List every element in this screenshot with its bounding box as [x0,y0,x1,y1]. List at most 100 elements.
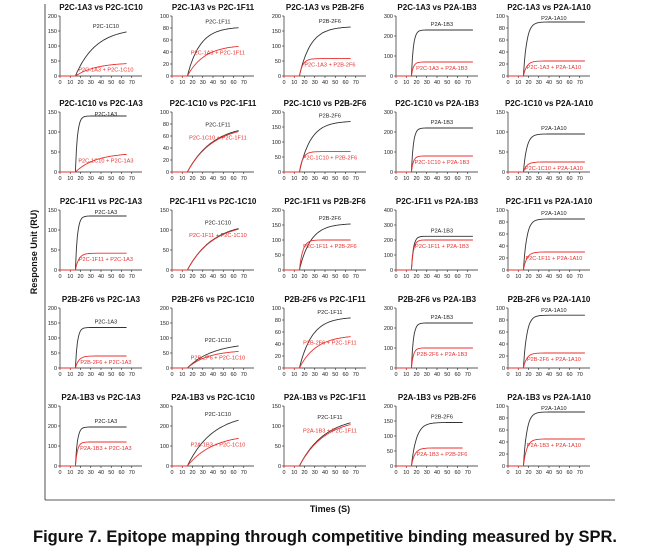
x-tick-label: 60 [454,80,460,86]
x-tick-label: 70 [129,470,135,476]
y-tick-label: 100 [384,54,393,60]
x-tick-label: 30 [536,274,542,280]
x-tick-label: 40 [546,470,552,476]
x-tick-label: 20 [77,274,83,280]
y-tick-label: 150 [48,208,57,214]
x-tick-label: 30 [88,176,94,182]
x-tick-label: 0 [58,372,61,378]
series-line-single [396,235,473,271]
x-tick-label: 0 [506,372,509,378]
panel-20: P2B-2F6 vs P2A-1A10 0 20 40 60 80 100 0 10 20 30 40… [496,295,591,378]
x-tick-label: 30 [312,372,318,378]
x-tick-label: 10 [403,470,409,476]
x-tick-label: 40 [322,176,328,182]
series-label: P2B-2F6 + P2C-1F11 [303,341,357,347]
x-tick-label: 70 [577,80,583,86]
y-tick-label: 100 [496,208,505,214]
x-tick-label: 60 [118,176,124,182]
y-tick-label: 50 [51,150,57,156]
x-tick-label: 20 [525,372,531,378]
series-label: P2A-1B3 [431,22,453,28]
y-tick-label: 0 [166,170,169,176]
x-tick-label: 70 [465,176,471,182]
panel-8: P2C-1C10 vs P2B-2F6 0 50 100 150 200 0 10 20 30 40… [272,99,367,182]
panel-title: P2C-1A3 vs P2A-1A10 [507,3,591,12]
series-line-competition [172,131,239,173]
x-tick-label: 70 [465,274,471,280]
series-line-competition [60,355,127,369]
panel-3: P2C-1A3 vs P2B-2F6 0 50 100 150 200 0 10 20 30 40 5… [272,3,366,86]
x-tick-label: 30 [536,176,542,182]
y-tick-label: 100 [272,140,281,146]
x-tick-label: 70 [241,372,247,378]
x-tick-label: 50 [444,274,450,280]
x-tick-label: 50 [556,274,562,280]
panel-title: P2B-2F6 vs P2C-1F11 [284,295,366,304]
y-tick-label: 0 [502,268,505,274]
y-tick-label: 200 [48,14,57,20]
y-tick-label: 0 [278,464,281,470]
y-tick-label: 100 [384,253,393,259]
x-tick-label: 20 [413,470,419,476]
x-tick-label: 50 [332,176,338,182]
series-label: P2C-1F11 [205,122,230,128]
panel-6: P2C-1C10 vs P2C-1A3 0 50 100 150 0 10 20 30 40 50 6… [48,99,144,182]
x-tick-label: 60 [118,274,124,280]
y-tick-label: 0 [502,464,505,470]
x-tick-label: 20 [301,372,307,378]
panel-title: P2C-1C10 vs P2C-1A3 [59,99,143,108]
x-tick-label: 50 [444,80,450,86]
y-tick-label: 200 [272,208,281,214]
y-tick-label: 0 [166,268,169,274]
y-axis-title: Response Unit (RU) [29,210,39,295]
y-tick-label: 300 [384,223,393,229]
x-tick-label: 0 [506,470,509,476]
y-tick-label: 40 [163,50,169,56]
series-line-competition [396,347,473,369]
y-tick-label: 100 [160,14,169,20]
x-tick-label: 40 [434,470,440,476]
y-tick-label: 60 [275,330,281,336]
panel-title: P2B-2F6 vs P2A-1B3 [398,295,477,304]
series-label: P2C-1C10 + P2C-1A3 [78,158,133,164]
series-label: P2B-2F6 + P2C-1C10 [191,355,246,361]
y-tick-label: 40 [499,50,505,56]
panel-title: P2A-1B3 vs P2C-1C10 [171,393,255,402]
x-tick-label: 60 [454,372,460,378]
x-axis-title: Times (S) [310,504,350,514]
x-tick-label: 10 [403,372,409,378]
y-tick-label: 0 [54,366,57,372]
y-tick-label: 150 [496,110,505,116]
series-line-competition [508,60,585,77]
x-tick-label: 30 [88,274,94,280]
x-tick-label: 70 [241,274,247,280]
x-tick-label: 70 [577,470,583,476]
y-tick-label: 0 [502,366,505,372]
x-tick-label: 60 [342,274,348,280]
x-tick-label: 10 [67,80,73,86]
x-tick-label: 10 [515,372,521,378]
y-tick-label: 150 [384,419,393,425]
x-tick-label: 50 [220,274,226,280]
series-label: P2A-1A10 [541,308,567,314]
x-tick-label: 0 [506,274,509,280]
x-tick-label: 60 [566,80,572,86]
series-label: P2A-1B3 + P2A-1A10 [527,443,581,449]
x-tick-label: 10 [179,470,185,476]
x-tick-label: 60 [118,372,124,378]
panel-2: P2C-1A3 vs P2C-1F11 0 20 40 60 80 100 0 10 20 30 40… [160,3,255,86]
y-tick-label: 100 [272,306,281,312]
x-tick-label: 50 [332,80,338,86]
x-tick-label: 0 [394,372,397,378]
y-tick-label: 200 [272,14,281,20]
x-tick-label: 50 [556,470,562,476]
x-tick-label: 30 [536,80,542,86]
y-tick-label: 40 [499,244,505,250]
panel-title: P2B-2F6 vs P2C-1A3 [62,295,141,304]
y-tick-label: 0 [502,74,505,80]
panel-title: P2C-1F11 vs P2C-1C10 [170,197,257,206]
y-tick-label: 0 [278,268,281,274]
series-label: P2B-2F6 [319,216,341,222]
